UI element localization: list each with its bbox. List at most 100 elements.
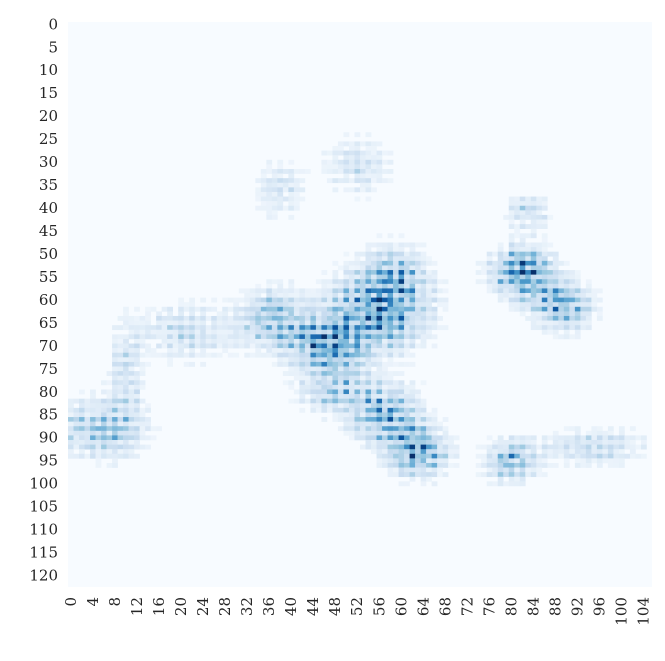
y-tick-label: 80 [39, 383, 58, 401]
heatmap-cell [282, 311, 289, 317]
x-tick-label: 0 [62, 597, 80, 607]
heatmap-cell [128, 421, 135, 427]
heatmap-cell [321, 150, 328, 156]
heatmap-cell [365, 293, 372, 298]
heatmap-cell [558, 311, 565, 317]
heatmap-cell [547, 302, 554, 308]
heatmap-cell [304, 320, 311, 326]
heatmap-cell [145, 421, 151, 427]
heatmap-cell [112, 357, 118, 363]
heatmap-cell [161, 338, 168, 344]
heatmap-cell [530, 283, 537, 289]
heatmap-cell [640, 444, 647, 450]
heatmap-cell [409, 297, 416, 303]
heatmap-cell [387, 361, 394, 367]
heatmap-cell [282, 297, 289, 303]
heatmap-cell [365, 196, 372, 202]
heatmap-cell [326, 407, 333, 413]
heatmap-cell [525, 462, 532, 468]
heatmap-cell [277, 187, 284, 193]
heatmap-cell [288, 293, 295, 298]
heatmap-cell [310, 348, 317, 354]
heatmap-cell [382, 329, 388, 335]
heatmap-cell [255, 334, 262, 340]
heatmap-cell [244, 320, 251, 326]
heatmap-cell [541, 233, 548, 239]
heatmap-cell [282, 329, 289, 335]
heatmap-cell [371, 260, 377, 266]
heatmap-cell [547, 462, 554, 468]
heatmap-cell [409, 325, 416, 331]
heatmap-cell [448, 453, 454, 459]
heatmap-cell [343, 357, 350, 363]
heatmap-cell [536, 242, 543, 248]
heatmap-cell [382, 398, 388, 404]
heatmap-cell [376, 343, 383, 349]
heatmap-cell [574, 440, 581, 445]
heatmap-cell [426, 302, 432, 308]
y-tick-label: 75 [39, 360, 58, 378]
heatmap-cell [128, 361, 135, 367]
heatmap-cell [387, 329, 394, 335]
heatmap-cell [288, 380, 295, 386]
heatmap-cell [404, 256, 410, 262]
heatmap-cell [128, 371, 135, 376]
heatmap-cell [84, 440, 91, 445]
heatmap-cell [442, 472, 449, 478]
heatmap-cell [387, 412, 394, 418]
heatmap-cell [304, 302, 311, 308]
heatmap-cell [497, 297, 504, 303]
heatmap-cell [134, 343, 140, 349]
heatmap-cell [332, 366, 339, 372]
heatmap-cell [415, 311, 421, 317]
heatmap-cell [420, 293, 427, 298]
heatmap-cell [326, 357, 333, 363]
heatmap-cell [536, 315, 543, 321]
heatmap-cell [525, 233, 532, 239]
heatmap-cell [216, 311, 223, 317]
heatmap-cell [227, 352, 234, 358]
heatmap-cell [150, 334, 157, 340]
heatmap-cell [431, 440, 438, 445]
heatmap-cell [574, 449, 581, 455]
heatmap-cell [393, 251, 399, 257]
heatmap-cell [365, 247, 372, 252]
heatmap-cell [404, 398, 410, 404]
heatmap-cell [128, 394, 135, 399]
heatmap-cell [150, 435, 157, 441]
heatmap-cell [321, 394, 328, 399]
heatmap-cell [497, 481, 504, 487]
heatmap-cell [326, 375, 333, 381]
heatmap-cell [371, 302, 377, 308]
heatmap-cell [288, 191, 295, 197]
heatmap-cell [266, 297, 273, 303]
heatmap-cell [321, 417, 328, 422]
heatmap-cell [481, 462, 488, 468]
heatmap-cell [365, 338, 372, 344]
heatmap-cell [558, 260, 565, 266]
heatmap-cell [288, 315, 295, 321]
heatmap-cell [409, 361, 416, 367]
heatmap-cell [354, 357, 361, 363]
heatmap-cell [343, 361, 350, 367]
heatmap-cell [519, 297, 526, 303]
heatmap-cell [580, 297, 587, 303]
heatmap-cell [211, 343, 218, 349]
heatmap-cell [387, 242, 394, 248]
heatmap-cell [271, 343, 278, 349]
heatmap-cell [602, 430, 609, 436]
heatmap-cell [541, 297, 548, 303]
heatmap-cell [431, 444, 438, 450]
heatmap-cell [624, 440, 631, 445]
heatmap-cell [585, 297, 592, 303]
y-tick-label: 20 [39, 107, 58, 125]
heatmap-cell [431, 412, 438, 418]
heatmap-cell [106, 407, 113, 413]
heatmap-cell [106, 430, 113, 436]
heatmap-cell [426, 440, 432, 445]
heatmap-cell [525, 283, 532, 289]
heatmap-cell [420, 320, 427, 326]
heatmap-cell [420, 302, 427, 308]
heatmap-cell [244, 329, 251, 335]
heatmap-cell [574, 288, 581, 294]
